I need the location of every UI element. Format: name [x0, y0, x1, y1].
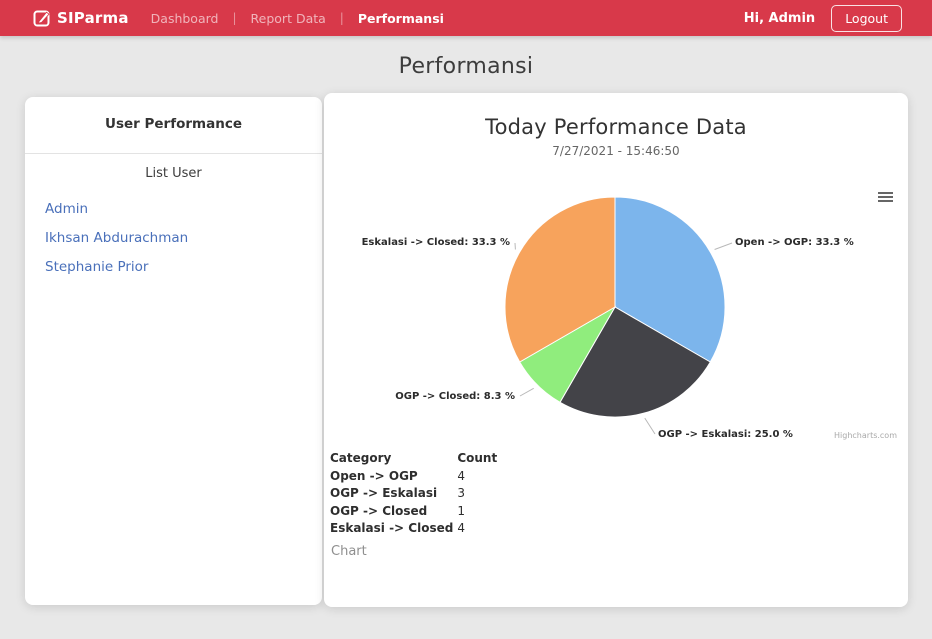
chart-title: Today Performance Data — [485, 115, 747, 139]
divider — [25, 153, 322, 154]
edit-pencil-icon — [33, 9, 51, 27]
table-cell: 4 — [457, 468, 465, 483]
brand-name: SIParma — [57, 9, 129, 27]
user-greeting: Hi, Admin — [743, 10, 816, 26]
pie-slice-ogp-eskalasi[interactable] — [559, 306, 711, 418]
nav-item-performansi[interactable]: Performansi — [357, 10, 444, 26]
nav-item-dashboard[interactable]: Dashboard — [150, 10, 219, 26]
table-cell: 1 — [457, 503, 465, 518]
summary-table-header: Category Count — [330, 452, 497, 470]
table-row: OGP -> Closed 1 — [330, 503, 497, 523]
performance-chart-panel: Today Performance Data 7/27/2021 - 15:46… — [324, 93, 908, 607]
pie-label-eskalasi-closed: Eskalasi -> Closed: 33.3 % — [361, 237, 510, 248]
chart-menu-icon[interactable] — [878, 192, 893, 204]
table-cell: 3 — [457, 486, 465, 500]
chart-caption: Chart — [331, 544, 367, 559]
table-cell: 4 — [457, 521, 465, 535]
brand[interactable]: SIParma — [33, 9, 129, 27]
pie-chart — [504, 196, 733, 435]
user-link-stephanie-prior[interactable]: Stephanie Prior — [45, 259, 149, 275]
nav-separator: | — [232, 11, 237, 25]
user-link-admin[interactable]: Admin — [45, 201, 89, 217]
user-performance-panel: User Performance List User Admin Ikhsan A… — [25, 97, 322, 605]
user-link-ikhsan-abdurachman[interactable]: Ikhsan Abdurachman — [45, 230, 189, 246]
table-cell: OGP -> Eskalasi — [330, 486, 438, 500]
chart-subtitle: 7/27/2021 - 15:46:50 — [552, 144, 680, 158]
table-row: Eskalasi -> Closed 4 — [330, 522, 497, 540]
user-list: Admin Ikhsan Abdurachman Stephanie Prior — [25, 195, 322, 282]
highcharts-credit[interactable]: Highcharts.com — [834, 431, 897, 440]
summary-col-header: Category — [330, 451, 392, 465]
page-title: Performansi — [398, 54, 534, 79]
table-row: OGP -> Eskalasi 3 — [330, 487, 497, 505]
logout-button[interactable]: Logout — [831, 4, 902, 32]
table-cell: Open -> OGP — [330, 468, 418, 483]
pie-slice-open-ogp[interactable] — [614, 196, 726, 363]
table-row: Open -> OGP 4 — [330, 468, 497, 488]
table-cell: OGP -> Closed — [330, 503, 428, 518]
summary-table: Category Count Open -> OGP 4 OGP -> Eskalas… — [330, 452, 497, 540]
list-user-heading: List User — [145, 166, 202, 181]
nav-separator: | — [339, 11, 344, 25]
summary-col-header: Count — [457, 451, 498, 465]
nav-item-report-data[interactable]: Report Data — [250, 10, 326, 26]
table-cell: Eskalasi -> Closed — [330, 521, 454, 535]
pie-slice-eskalasi-closed[interactable] — [504, 196, 616, 363]
pie-label-open-ogp: Open -> OGP: 33.3 % — [735, 237, 854, 248]
pie-label-connector — [519, 387, 534, 397]
pie-label-ogp-eskalasi: OGP -> Eskalasi: 25.0 % — [658, 429, 793, 440]
pie-label-ogp-closed: OGP -> Closed: 8.3 % — [395, 391, 515, 402]
panel-title: User Performance — [105, 116, 242, 132]
nav-links: Dashboard | Report Data | Performansi — [151, 11, 444, 26]
navbar: SIParma Dashboard | Report Data | Performans… — [0, 0, 932, 36]
pie-label-connector — [644, 417, 656, 435]
pie-label-connector — [714, 242, 733, 250]
